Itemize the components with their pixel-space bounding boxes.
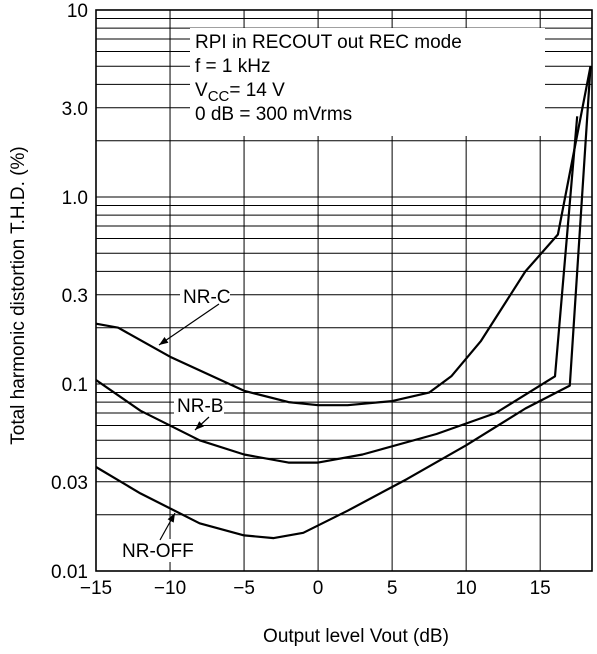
tick-labels: −15 −10 −5 0 5 10 15 0.01 0.03 0.1 0.3 1.0 3.0 10 — [51, 1, 551, 599]
y-tick-label: 0.3 — [62, 286, 88, 307]
vcc-v: V — [195, 80, 208, 101]
x-tick-label: −10 — [154, 578, 186, 599]
curve-label-arrowhead — [159, 337, 169, 345]
x-tick-label: −5 — [233, 578, 255, 599]
y-tick-label: 0.1 — [62, 375, 88, 396]
series-nr-off-line — [95, 66, 592, 540]
curve-label-background — [174, 394, 224, 417]
x-tick-label: 0 — [313, 578, 324, 599]
y-tick-label: 1.0 — [62, 188, 88, 209]
x-axis-title: Output level Vout (dB) — [263, 626, 449, 647]
curve-label-nr-off: NR-OFF — [122, 541, 194, 562]
y-tick-label: 0.03 — [51, 473, 88, 494]
x-tick-label: −15 — [80, 578, 112, 599]
x-tick-label: 10 — [456, 578, 477, 599]
vcc-subscript: CC — [208, 88, 230, 105]
curve-label-nr-b: NR-B — [177, 396, 223, 417]
legend-line-mode: RPI in RECOUT out REC mode — [195, 32, 462, 53]
series-nr-c-line — [95, 66, 592, 407]
plot-frame — [95, 9, 593, 572]
y-tick-label: 0.01 — [51, 562, 88, 583]
x-tick-label: 15 — [530, 578, 551, 599]
legend-box-background — [190, 28, 545, 136]
legend-line-reference: 0 dB = 300 mVrms — [195, 104, 352, 125]
curve-label-arrowhead — [195, 421, 204, 430]
curve-label-nr-c: NR-C — [183, 287, 231, 308]
series-nr-b-line — [95, 116, 579, 464]
legend-line-vcc: VCC= 14 V — [195, 80, 285, 105]
curve-label-arrowhead — [167, 513, 175, 523]
y-axis-title: Total harmonic distortion T.H.D. (%) — [8, 146, 29, 444]
curve-label-background — [180, 285, 230, 308]
x-tick-label: 5 — [387, 578, 398, 599]
plot-border — [95, 9, 593, 572]
vcc-value: = 14 V — [229, 80, 285, 101]
y-tick-label: 3.0 — [62, 99, 88, 120]
curve-label-background — [119, 539, 191, 562]
curves — [95, 66, 592, 540]
curve-labels: NR-C NR-B NR-OFF — [119, 285, 231, 562]
curve-label-leader — [158, 303, 220, 346]
legend-line-frequency: f = 1 kHz — [195, 56, 271, 77]
legend-box: RPI in RECOUT out REC mode f = 1 kHz VCC… — [195, 32, 462, 125]
y-tick-label: 10 — [67, 1, 88, 22]
